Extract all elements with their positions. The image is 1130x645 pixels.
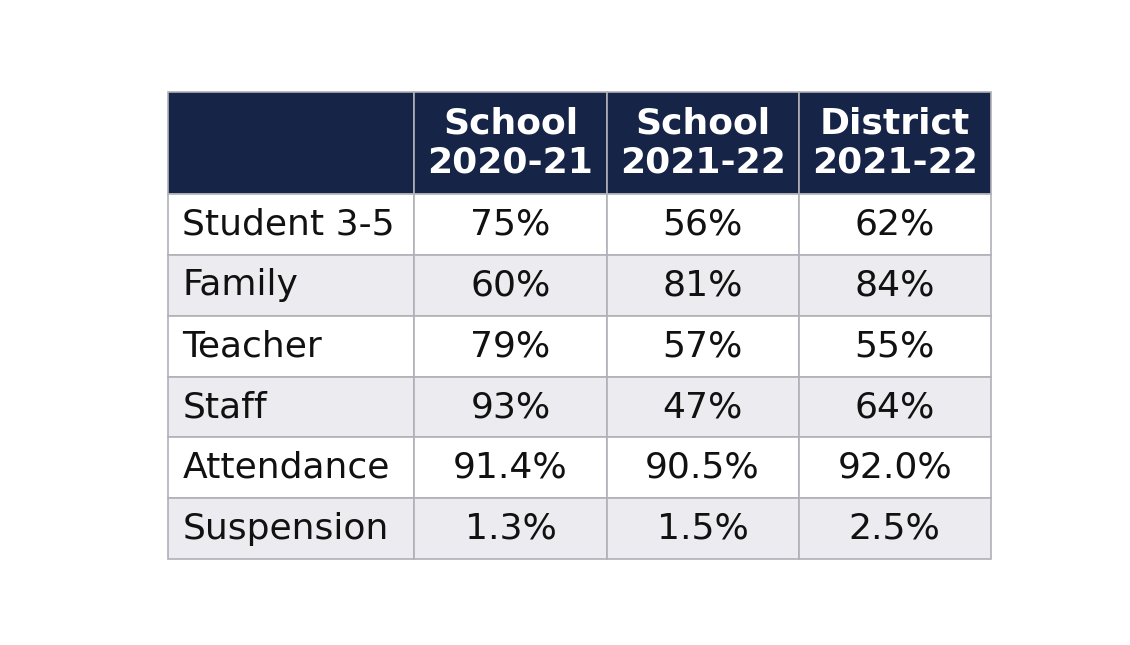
Bar bbox=[167, 92, 415, 194]
Bar bbox=[167, 316, 415, 377]
Bar bbox=[799, 316, 991, 377]
Bar bbox=[167, 437, 415, 499]
Bar bbox=[167, 255, 415, 316]
Bar bbox=[167, 377, 415, 437]
Bar bbox=[799, 437, 991, 499]
Text: Family: Family bbox=[182, 268, 298, 303]
Bar bbox=[607, 92, 799, 194]
Bar bbox=[415, 377, 607, 437]
Bar bbox=[607, 499, 799, 559]
Bar bbox=[167, 194, 415, 255]
Bar bbox=[607, 194, 799, 255]
Bar bbox=[415, 316, 607, 377]
Text: 1.3%: 1.3% bbox=[464, 511, 556, 546]
Text: 92.0%: 92.0% bbox=[837, 451, 953, 485]
Text: 2.5%: 2.5% bbox=[849, 511, 940, 546]
Text: 64%: 64% bbox=[854, 390, 935, 424]
Text: 90.5%: 90.5% bbox=[645, 451, 760, 485]
Bar bbox=[607, 316, 799, 377]
Bar bbox=[167, 499, 415, 559]
Bar bbox=[799, 92, 991, 194]
Text: 60%: 60% bbox=[470, 268, 550, 303]
Text: Attendance: Attendance bbox=[182, 451, 390, 485]
Text: 62%: 62% bbox=[854, 208, 935, 241]
Text: 56%: 56% bbox=[662, 208, 742, 241]
Text: 93%: 93% bbox=[470, 390, 550, 424]
Bar bbox=[607, 437, 799, 499]
Text: 75%: 75% bbox=[470, 208, 550, 241]
Text: District
2021-22: District 2021-22 bbox=[811, 106, 977, 180]
Text: 1.5%: 1.5% bbox=[657, 511, 748, 546]
Bar bbox=[415, 499, 607, 559]
Text: 55%: 55% bbox=[854, 329, 935, 363]
Text: Teacher: Teacher bbox=[182, 329, 322, 363]
Text: 57%: 57% bbox=[662, 329, 742, 363]
Text: 47%: 47% bbox=[662, 390, 742, 424]
Text: Staff: Staff bbox=[182, 390, 267, 424]
Text: 79%: 79% bbox=[470, 329, 550, 363]
Text: School
2020-21: School 2020-21 bbox=[427, 106, 593, 180]
Bar bbox=[415, 92, 607, 194]
Bar bbox=[415, 194, 607, 255]
Text: Student 3-5: Student 3-5 bbox=[182, 208, 396, 241]
Bar bbox=[415, 255, 607, 316]
Text: 81%: 81% bbox=[662, 268, 742, 303]
Bar bbox=[607, 255, 799, 316]
Text: 91.4%: 91.4% bbox=[453, 451, 568, 485]
Bar bbox=[799, 255, 991, 316]
Bar bbox=[415, 437, 607, 499]
Bar bbox=[799, 194, 991, 255]
Text: School
2021-22: School 2021-22 bbox=[619, 106, 785, 180]
Text: 84%: 84% bbox=[854, 268, 935, 303]
Bar bbox=[799, 377, 991, 437]
Bar bbox=[799, 499, 991, 559]
Bar bbox=[607, 377, 799, 437]
Text: Suspension: Suspension bbox=[182, 511, 389, 546]
